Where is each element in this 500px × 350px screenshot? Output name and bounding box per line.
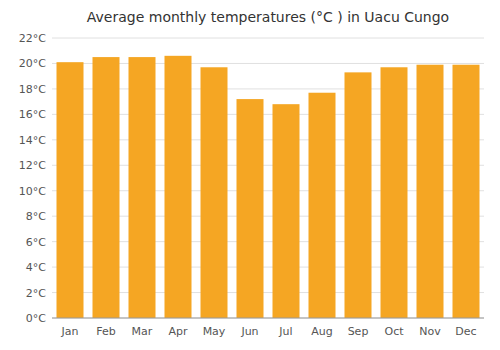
bar	[381, 67, 408, 318]
y-tick-label: 18°C	[19, 83, 46, 96]
y-tick-label: 20°C	[19, 57, 46, 70]
bar	[201, 67, 228, 318]
x-tick-label: Mar	[132, 325, 153, 338]
bar	[129, 57, 156, 318]
title: Average monthly temperatures (°C ) in Ua…	[87, 9, 449, 25]
y-tick-label: 12°C	[19, 159, 46, 172]
bar	[417, 65, 444, 318]
bar	[237, 99, 264, 318]
chart: Average monthly temperatures (°C ) in Ua…	[0, 0, 500, 350]
bars	[57, 56, 480, 318]
x-tick-label: Apr	[168, 325, 188, 338]
x-tick-label: May	[203, 325, 226, 338]
grid	[52, 38, 484, 318]
bar	[93, 57, 120, 318]
bar	[345, 72, 372, 318]
grid-line	[52, 38, 484, 39]
y-tick-label: 16°C	[19, 108, 46, 121]
y-tick-label: 4°C	[26, 261, 46, 274]
bar	[57, 62, 84, 318]
x-axis-line	[52, 318, 484, 319]
chart-container: Average monthly temperatures (°C ) in Ua…	[0, 0, 500, 350]
bar	[453, 65, 480, 318]
y-tick-label: 6°C	[26, 236, 46, 249]
x-tick-label: Dec	[455, 325, 476, 338]
x-tick-label: Sep	[348, 325, 369, 338]
bar	[273, 104, 300, 318]
x-tick-label: Jan	[61, 325, 79, 338]
y-tick-label: 8°C	[26, 210, 46, 223]
x-tick-label: Nov	[419, 325, 441, 338]
y-tick-label: 2°C	[26, 287, 46, 300]
y-tick-label: 22°C	[19, 32, 46, 45]
x-tick-label: Feb	[96, 325, 115, 338]
y-tick-label: 10°C	[19, 185, 46, 198]
x-tick-label: Oct	[384, 325, 404, 338]
bar	[165, 56, 192, 318]
y-tick-label: 0°C	[26, 312, 46, 325]
x-tick-label: Jul	[278, 325, 292, 338]
x-tick-label: Jun	[240, 325, 258, 338]
x-tick-label: Aug	[311, 325, 332, 338]
bar	[309, 93, 336, 318]
y-tick-label: 14°C	[19, 134, 46, 147]
grid-line	[52, 318, 484, 319]
